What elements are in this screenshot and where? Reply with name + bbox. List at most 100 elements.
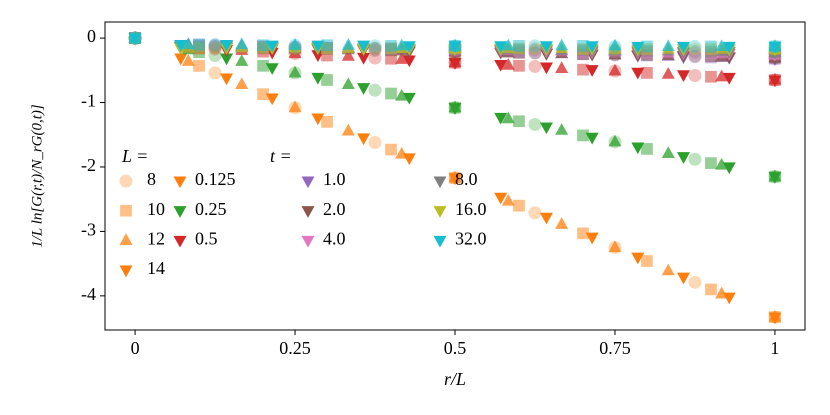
data-point [705,283,717,296]
data-point [368,42,382,56]
data-point [722,41,736,54]
data-point [357,83,371,95]
data-point [193,38,205,51]
y-tick-label: -3 [81,220,96,240]
legend-marker [301,235,315,248]
data-point [705,40,717,53]
data-point [193,59,205,72]
data-point [368,39,382,53]
data-point [715,157,729,170]
data-point [402,153,416,166]
data-point [528,43,542,57]
data-point [722,162,736,175]
y-tick-label: -2 [81,155,96,175]
data-point [585,232,599,245]
data-point [528,117,542,131]
x-axis-label: r/L [444,369,466,389]
data-point [494,41,508,53]
data-point [513,115,525,128]
data-point [357,133,371,146]
data-point [402,41,416,53]
data-point [555,123,569,135]
legend-marker [119,174,133,188]
data-point [395,52,409,64]
plot-frame [104,21,806,331]
data-point [368,41,382,55]
legend-label: 2.0 [323,199,346,219]
data-point [341,38,355,50]
legend-label: 4.0 [323,229,346,249]
data-point [501,111,515,124]
legend-label: 8.0 [455,169,478,189]
data-point [608,38,622,51]
y-tick-label: -4 [81,284,96,304]
data-point [208,38,222,52]
data-point [208,42,222,56]
data-point [661,146,675,158]
data-point [208,41,222,55]
data-point [705,70,717,83]
data-point [448,173,462,186]
data-point [661,67,675,79]
legend-label: 1.0 [323,169,346,189]
data-point [402,55,416,68]
data-point [631,67,645,80]
data-point [220,53,234,66]
data-point [208,39,222,53]
data-point [181,54,195,66]
data-point [494,192,508,205]
data-point [555,61,569,73]
data-point [676,152,690,164]
data-point [577,129,589,142]
legend-marker [301,176,315,189]
data-point [555,217,569,229]
data-point [688,68,702,82]
data-point [688,275,702,289]
data-point [448,41,462,53]
data-point [715,69,729,82]
data-point [220,73,234,86]
data-point [688,46,702,60]
data-point [448,58,462,70]
data-point [513,39,525,52]
data-point [265,93,279,106]
data-point [608,134,622,147]
data-point [265,40,279,53]
data-point [385,87,397,100]
data-point [528,41,542,55]
data-point [368,51,382,65]
data-point [321,39,333,52]
legend-marker [173,206,187,218]
data-point [715,39,729,52]
data-point [368,41,382,55]
data-point [235,54,249,66]
data-point [722,72,736,85]
data-point [288,100,302,113]
data-point [402,92,416,105]
data-point [368,43,382,57]
data-point [395,38,409,51]
data-point [368,135,382,149]
data-point [528,59,542,73]
data-point [385,143,397,156]
legend-title: t = [270,146,292,166]
data-point [501,58,515,70]
data-point [661,263,675,276]
data-point [174,40,188,52]
data-point [448,103,462,115]
data-point [357,40,371,53]
data-point [528,39,542,53]
data-point [257,59,269,72]
data-point [705,157,717,169]
legend-marker [433,206,447,218]
data-point [577,39,589,52]
data-point [257,88,269,101]
data-point [385,39,397,52]
x-tick-label: 0.75 [599,338,631,358]
data-point [513,59,525,72]
data-point [341,49,355,61]
data-point [311,113,325,126]
data-point [631,41,645,54]
data-point [528,46,542,60]
data-point [608,240,622,253]
